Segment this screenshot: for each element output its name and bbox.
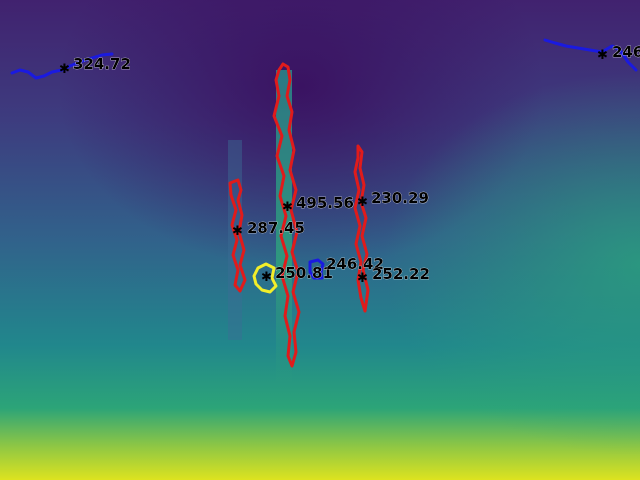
label-center-yellow: 250.81 [275, 264, 333, 282]
label-left-red: 287.45 [247, 219, 305, 237]
marker-top-right-blue: ✱ [597, 48, 608, 63]
marker-left-red: ✱ [232, 224, 243, 239]
contour-center-yellow [252, 262, 278, 294]
marker-right-red-lower: ✱ [357, 271, 368, 286]
contour-center-small-blue [308, 258, 325, 280]
label-center-tall-red: 495.56 [296, 194, 354, 212]
label-center-small-blue: 246.42 [326, 255, 384, 273]
marker-center-yellow: ✱ [261, 270, 272, 285]
contour-left-red [228, 178, 247, 293]
contour-center-tall-red [272, 62, 301, 368]
marker-top-left-blue: ✱ [59, 62, 70, 77]
contour-right-red [353, 144, 370, 313]
contour-top-left-blue [10, 52, 114, 80]
label-top-right-blue: 246 [612, 43, 640, 61]
label-right-red-lower: 252.22 [372, 265, 430, 283]
label-right-red-upper: 230.29 [371, 189, 429, 207]
contour-top-right-blue [543, 38, 638, 72]
marker-center-tall-red: ✱ [282, 200, 293, 215]
label-top-left-blue: 324.72 [73, 55, 131, 73]
marker-right-red-upper: ✱ [357, 195, 368, 210]
